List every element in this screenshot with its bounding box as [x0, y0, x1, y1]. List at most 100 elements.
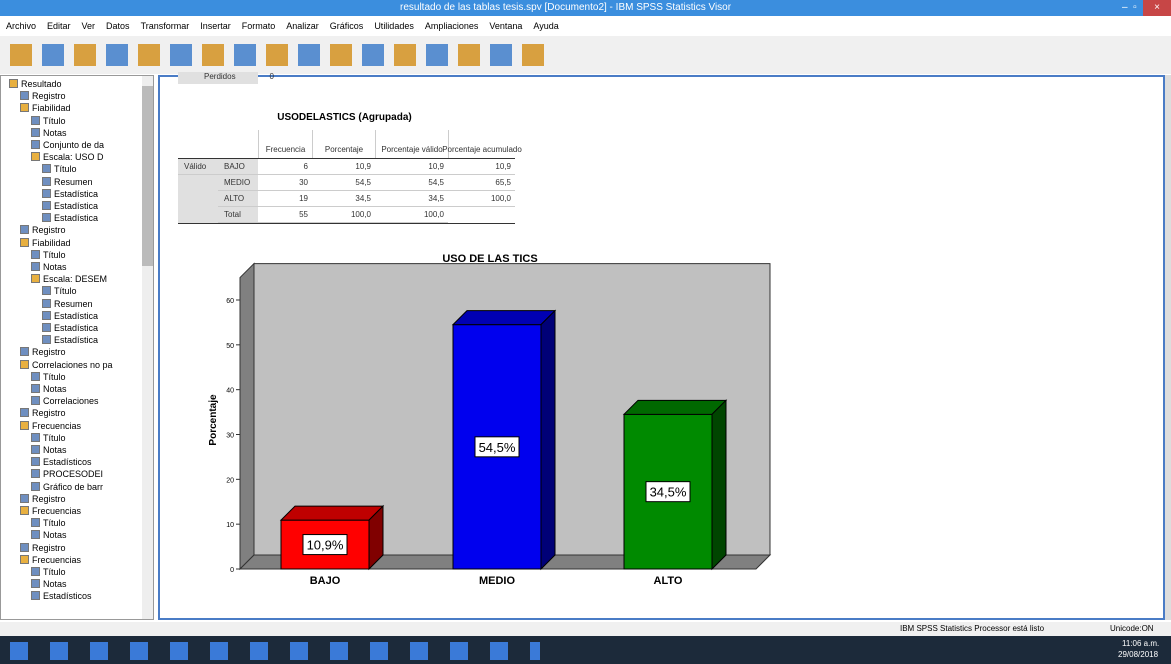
taskbar-apps[interactable] [10, 642, 540, 660]
tree-label: Resumen [54, 176, 93, 187]
tree-item[interactable]: Gráfico de barr [31, 481, 103, 493]
tree-label: Fiabilidad [32, 103, 71, 114]
tree-item[interactable]: Estadística [42, 334, 98, 346]
outline-scrollbar[interactable] [142, 76, 153, 619]
tree-item[interactable]: Resumen [42, 298, 93, 310]
tree-item[interactable]: Notas [31, 127, 67, 139]
tree-item[interactable]: Escala: DESEM [31, 273, 107, 285]
tree-item[interactable]: Registro [20, 346, 66, 358]
tree-item[interactable]: Título [31, 115, 66, 127]
tree-item[interactable]: Registro [20, 224, 66, 236]
tree-item[interactable]: Estadística [42, 310, 98, 322]
close-button[interactable]: × [1143, 0, 1171, 16]
tree-item[interactable]: Estadísticos [31, 456, 92, 468]
toolbar [0, 36, 1171, 74]
menu-item[interactable]: Archivo [6, 21, 37, 31]
menu-item[interactable]: Ayuda [533, 21, 559, 31]
tree-item[interactable]: Notas [31, 383, 67, 395]
menu-item[interactable]: Transformar [140, 21, 190, 31]
tree-item[interactable]: Registro [20, 493, 66, 505]
tree-item[interactable]: Título [31, 432, 66, 444]
tree-item[interactable]: Registro [20, 90, 66, 102]
tree-icon [42, 310, 51, 320]
tree-item[interactable]: Frecuencias [20, 554, 81, 566]
menu-item[interactable]: Ampliaciones [424, 21, 479, 31]
tree-item[interactable]: Título [31, 249, 66, 261]
table-cell: 6 [258, 159, 312, 175]
label-box [474, 436, 520, 458]
tree-item[interactable]: Notas [31, 261, 67, 273]
y-axis-label: Porcentaje [208, 394, 219, 446]
tree-item[interactable]: Notas [31, 444, 67, 456]
label-box [645, 481, 691, 503]
table-cell: 65,5 [448, 175, 515, 191]
tree-item[interactable]: Estadística [42, 212, 98, 224]
tree-label: Estadística [54, 201, 99, 211]
tree-item[interactable]: Escala: USO D [31, 151, 104, 163]
tree-item[interactable]: Conjunto de da [31, 139, 104, 151]
tree-label: Estadísticos [43, 591, 92, 602]
tree-item[interactable]: Estadística [42, 188, 98, 200]
tree-item[interactable]: Título [42, 163, 77, 175]
vertical-scrollbar[interactable] [1165, 75, 1171, 620]
tree-item[interactable]: Fiabilidad [20, 237, 71, 249]
tree-item[interactable]: Título [31, 371, 66, 383]
tree-item[interactable]: Estadística [42, 322, 98, 334]
tree-item[interactable]: Correlaciones [31, 395, 99, 407]
toolbar-icons[interactable] [10, 44, 550, 66]
menu-item[interactable]: Ver [81, 21, 96, 31]
menu-item[interactable]: Gráficos [329, 21, 364, 31]
data-label: 34,5% [650, 485, 687, 500]
tree-item[interactable]: Frecuencias [20, 420, 81, 432]
x-tick-label: MEDIO [479, 575, 516, 587]
tree-item[interactable]: Correlaciones no pa [20, 359, 113, 371]
menu-item[interactable]: Analizar [286, 21, 319, 31]
tree-item[interactable]: Notas [31, 529, 67, 541]
tree-label: Título [43, 518, 66, 529]
tree-item[interactable]: Resumen [42, 176, 93, 188]
tree-item[interactable]: Resultado [9, 78, 62, 90]
x-tick-label: ALTO [654, 575, 683, 587]
tree-item[interactable]: Título [31, 566, 66, 578]
tree-icon [31, 115, 40, 125]
tree-item[interactable]: Registro [20, 407, 66, 419]
tree-icon [31, 249, 40, 259]
tree-item[interactable]: Estadísticos [31, 590, 92, 602]
tree-icon [31, 127, 40, 137]
menu-item[interactable]: Insertar [200, 21, 231, 31]
row-header: MEDIO [218, 175, 258, 191]
window-controls[interactable]: – ▫ [1122, 2, 1137, 13]
menu-item[interactable]: Utilidades [374, 21, 414, 31]
tree-label: Registro [32, 493, 66, 504]
tree-item[interactable]: Notas [31, 578, 67, 590]
menu-item[interactable]: Editar [47, 21, 71, 31]
column-header: Frecuencia [258, 130, 312, 158]
tree-label: Registro [32, 408, 66, 419]
row-header-bg [178, 159, 258, 223]
tree-label: Título [43, 371, 66, 382]
tree-icon [20, 359, 29, 369]
menu-item[interactable]: Formato [241, 21, 276, 31]
tree-item[interactable]: PROCESODEI [31, 468, 103, 480]
encoding: Unicode:ON [1110, 624, 1154, 633]
bar-top [451, 310, 557, 326]
column-header: Porcentaje válido [375, 130, 448, 158]
status-text: IBM SPSS Statistics Processor está listo [900, 624, 1045, 633]
tree-icon [31, 457, 40, 467]
title-bar: resultado de las tablas tesis.spv [Docum… [0, 0, 1171, 16]
tree-item[interactable]: Título [42, 285, 77, 297]
tree-item[interactable]: Frecuencias [20, 505, 81, 517]
menu-item[interactable]: Datos [106, 21, 130, 31]
tree-item[interactable]: Registro [20, 542, 66, 554]
table-cell: 10,9 [375, 159, 448, 175]
menu-item[interactable]: Ventana [489, 21, 523, 31]
row-header: ALTO [218, 191, 258, 207]
tree-icon [31, 396, 40, 406]
tree-item[interactable]: Título [31, 517, 66, 529]
bar-side [540, 309, 556, 571]
tree-item[interactable]: Fiabilidad [20, 102, 71, 114]
tree-item[interactable]: Estadística [42, 200, 98, 212]
tree-icon [31, 445, 40, 454]
menu-bar: Archivo Editar Ver Datos Transformar Insertar… [6, 17, 570, 33]
